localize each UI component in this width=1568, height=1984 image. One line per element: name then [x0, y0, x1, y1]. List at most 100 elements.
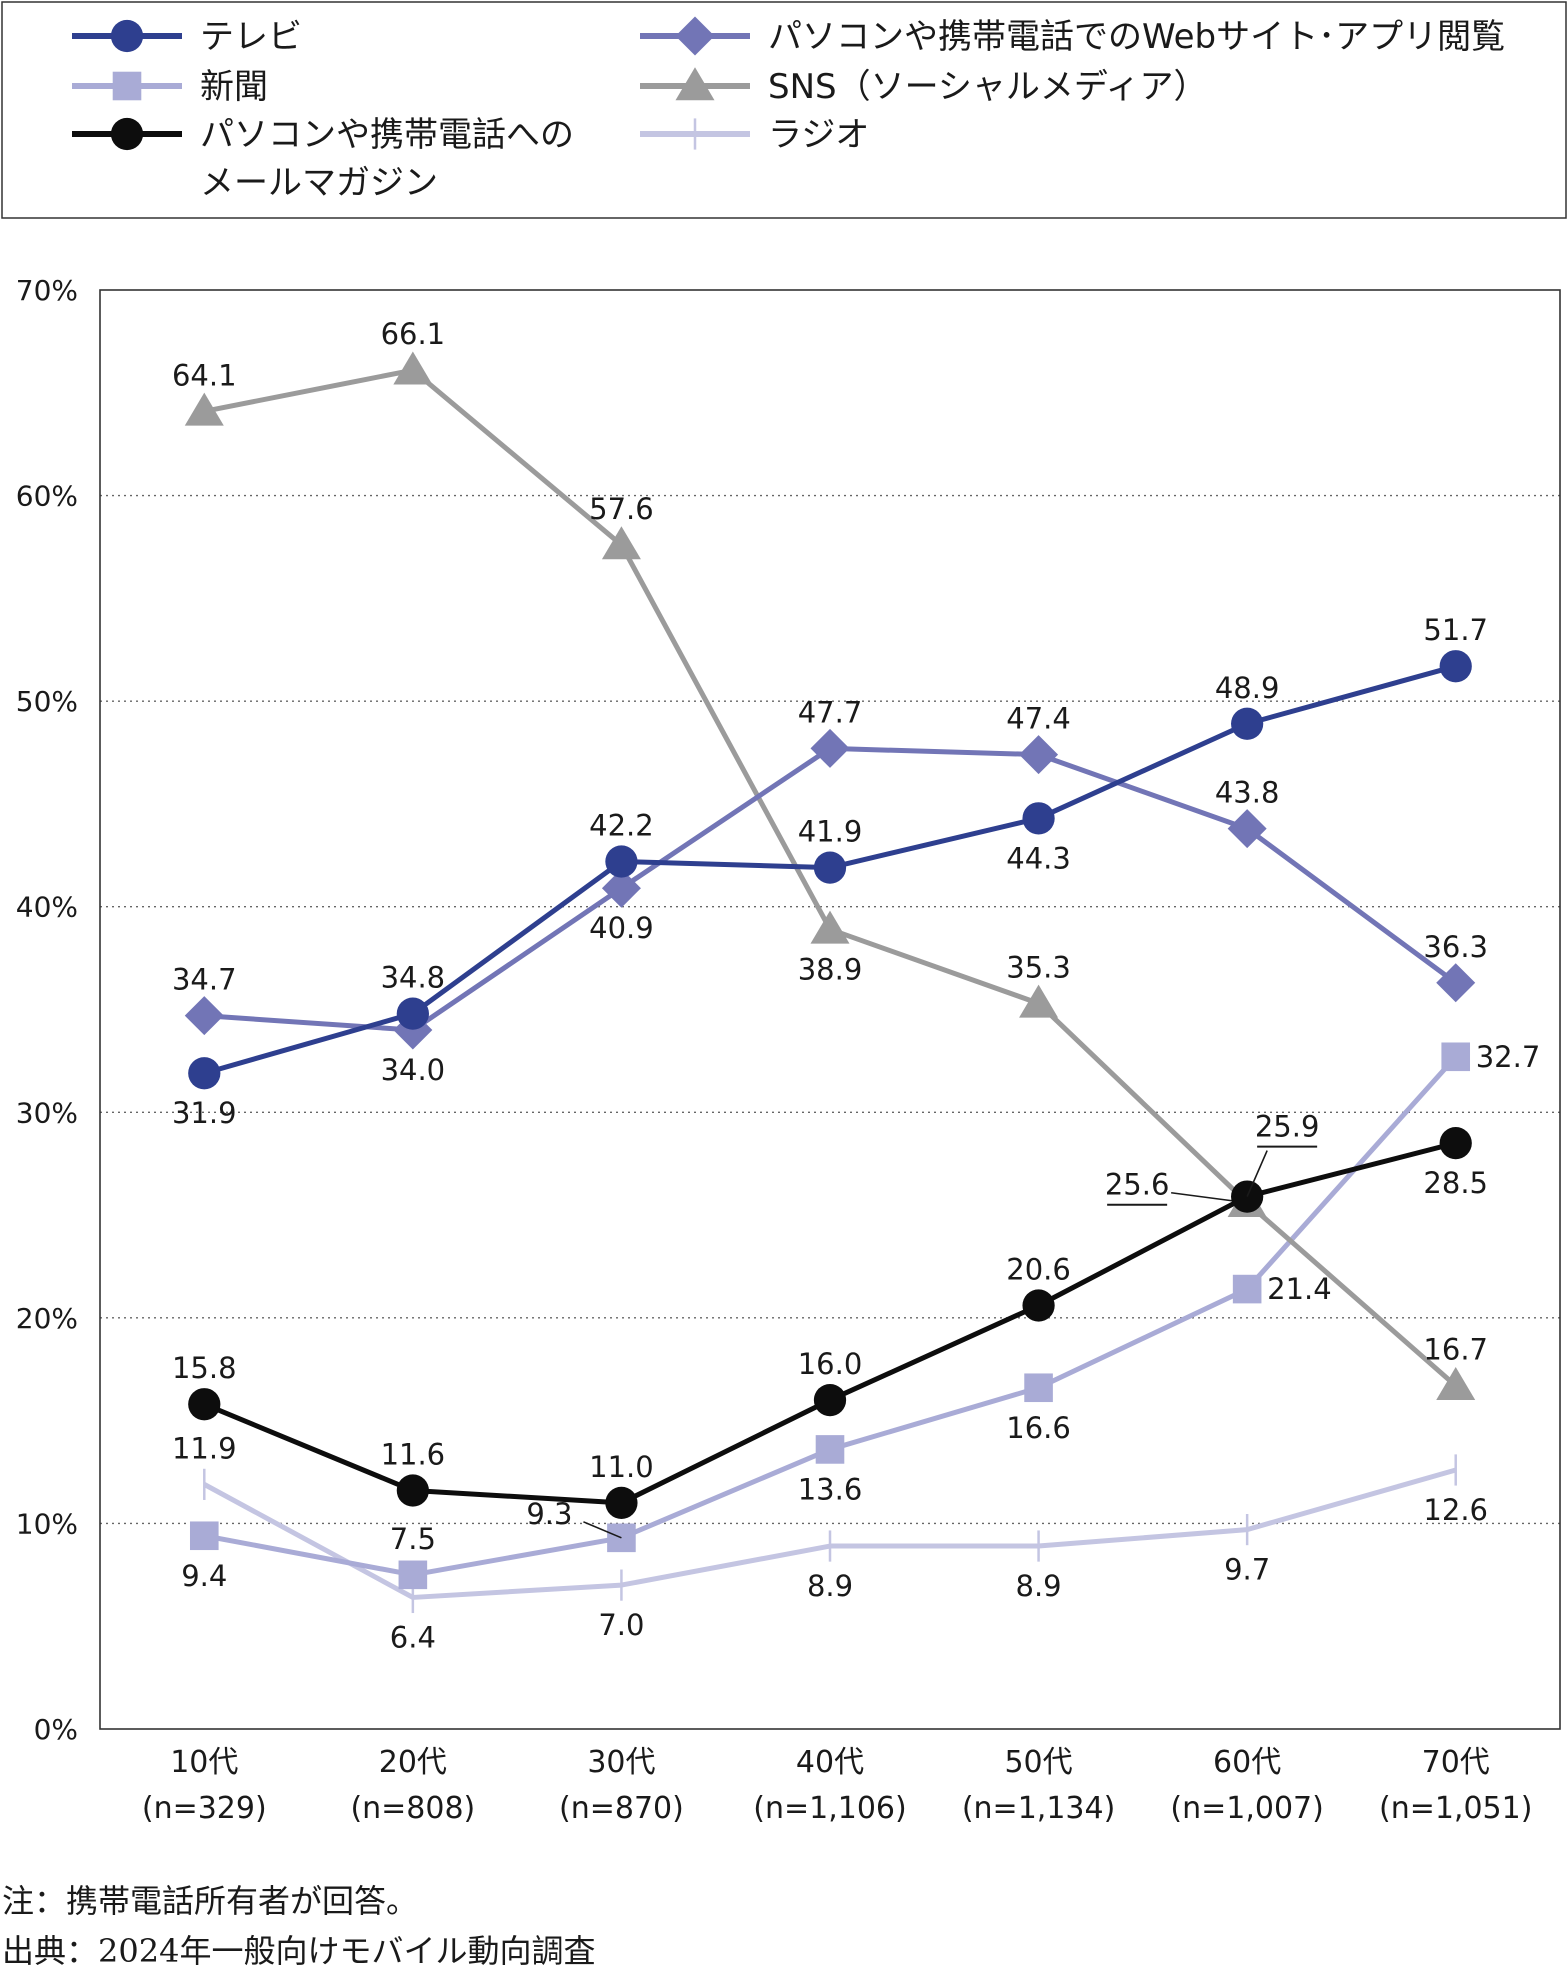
- legend-item: テレビ: [72, 17, 302, 57]
- data-label: 7.5: [390, 1522, 436, 1556]
- data-label: 51.7: [1423, 613, 1488, 647]
- data-point: [184, 996, 224, 1036]
- data-label: 48.9: [1215, 671, 1280, 705]
- data-point: [1439, 1127, 1472, 1160]
- data-label: 11.6: [381, 1438, 446, 1472]
- data-label: 41.9: [798, 815, 863, 849]
- label-leader: [583, 1521, 622, 1539]
- data-label: 43.8: [1215, 776, 1280, 810]
- series: 64.1 66.1 57.6 38.9 35.3 25.6 16.7: [172, 317, 1488, 1400]
- data-point: [1439, 650, 1472, 683]
- data-label: 13.6: [798, 1472, 863, 1506]
- data-label: 16.7: [1423, 1333, 1488, 1367]
- data-label: 6.4: [390, 1620, 436, 1654]
- data-point: [815, 1435, 845, 1464]
- data-point: [1019, 984, 1059, 1018]
- legend-label: テレビ: [200, 17, 302, 57]
- y-tick-label: 40%: [16, 891, 78, 924]
- y-tick-label: 60%: [16, 480, 78, 513]
- series: 34.7 34.0 40.9 47.7 47.4 43.8 36.3: [172, 695, 1488, 1087]
- y-tick-label: 10%: [16, 1507, 78, 1540]
- y-tick-label: 0%: [34, 1713, 78, 1746]
- data-label: 42.2: [589, 808, 654, 842]
- data-label: 57.6: [589, 492, 654, 526]
- data-label: 28.5: [1423, 1166, 1488, 1200]
- legend-item: パソコンや携帯電話でのWebサイト･アプリ閲覧: [640, 16, 1505, 57]
- legend-label: SNS（ソーシャルメディア）: [768, 67, 1208, 107]
- data-label: 32.7: [1476, 1040, 1541, 1074]
- legend-marker: [112, 71, 142, 101]
- x-tick-label: (n=1,051): [1379, 1791, 1532, 1826]
- data-label: 40.9: [589, 911, 654, 945]
- legend-label: パソコンや携帯電話への: [200, 115, 574, 155]
- data-label: 16.0: [798, 1347, 863, 1381]
- data-point: [601, 868, 641, 908]
- x-tick-label: (n=808): [350, 1791, 475, 1826]
- data-label: 16.6: [1006, 1411, 1071, 1445]
- data-label: 66.1: [381, 317, 446, 351]
- data-point: [188, 1388, 221, 1421]
- data-label: 7.0: [598, 1608, 644, 1642]
- x-tick-label: 30代: [587, 1745, 655, 1780]
- data-label: 31.9: [172, 1096, 237, 1130]
- data-label: 34.8: [381, 961, 446, 995]
- legend-label: 新聞: [200, 67, 268, 107]
- data-point: [605, 1486, 638, 1519]
- legend-item: SNS（ソーシャルメディア）: [640, 67, 1208, 107]
- data-label: 9.7: [1224, 1553, 1270, 1587]
- x-tick-label: 40代: [796, 1745, 864, 1780]
- data-point: [813, 1383, 847, 1417]
- data-point: [398, 1560, 428, 1590]
- data-label: 25.6: [1105, 1168, 1170, 1202]
- data-label: 21.4: [1267, 1272, 1332, 1306]
- data-label: 44.3: [1006, 841, 1071, 875]
- series: 15.8 11.6 11.0 16.0 20.6 25.9 28.5: [172, 1110, 1488, 1519]
- data-label: 9.3: [526, 1497, 572, 1531]
- y-tick-label: 20%: [16, 1302, 78, 1335]
- legend-marker: [675, 67, 715, 101]
- data-point: [1024, 1373, 1053, 1403]
- plot-area: [99, 289, 1561, 1730]
- legend-item: ラジオ: [640, 115, 869, 155]
- data-point: [1022, 802, 1055, 835]
- data-point: [1227, 809, 1267, 849]
- data-point: [1436, 963, 1476, 1003]
- data-label: 15.8: [172, 1351, 237, 1385]
- x-tick-label: 50代: [1004, 1745, 1072, 1780]
- y-tick-label: 70%: [16, 274, 78, 307]
- data-point: [393, 351, 433, 385]
- data-label: 36.3: [1423, 930, 1488, 964]
- legend-item: 新聞: [72, 67, 268, 107]
- data-point: [188, 1057, 221, 1090]
- data-label: 11.9: [172, 1431, 237, 1465]
- data-point: [1022, 1289, 1055, 1322]
- legend-label: ラジオ: [768, 115, 869, 155]
- x-tick-label: 60代: [1213, 1745, 1281, 1780]
- data-point: [189, 1521, 219, 1551]
- legend-frame: [1, 1, 1567, 219]
- data-label: 8.9: [1016, 1569, 1062, 1603]
- data-point: [810, 728, 850, 768]
- data-point: [396, 1474, 429, 1507]
- data-point: [1019, 735, 1059, 775]
- x-axis: 10代 (n=329) 20代 (n=808) 30代 (n=870) 40代 (n=1,10…: [142, 1745, 1533, 1826]
- data-label: 34.7: [172, 963, 237, 997]
- chart-source: 出典：2024年一般向けモバイル動向調査: [2, 1932, 596, 1970]
- series: 11.9 6.4 7.0 8.9 8.9 9.7 12.6: [172, 1431, 1488, 1654]
- data-label: 47.7: [798, 695, 863, 729]
- x-tick-label: (n=1,007): [1170, 1791, 1323, 1826]
- data-point: [396, 997, 429, 1030]
- data-label: 12.6: [1423, 1493, 1488, 1527]
- x-tick-label: (n=329): [142, 1791, 267, 1826]
- data-label: 9.4: [181, 1559, 227, 1593]
- y-tick-label: 30%: [16, 1096, 78, 1129]
- legend-label: パソコンや携帯電話でのWebサイト･アプリ閲覧: [768, 17, 1505, 57]
- chart-note: 注：携帯電話所有者が回答。: [2, 1882, 419, 1920]
- x-tick-label: 70代: [1422, 1745, 1490, 1780]
- data-point: [813, 851, 847, 884]
- x-tick-label: 10代: [170, 1745, 238, 1780]
- label-leader: [1246, 1150, 1268, 1197]
